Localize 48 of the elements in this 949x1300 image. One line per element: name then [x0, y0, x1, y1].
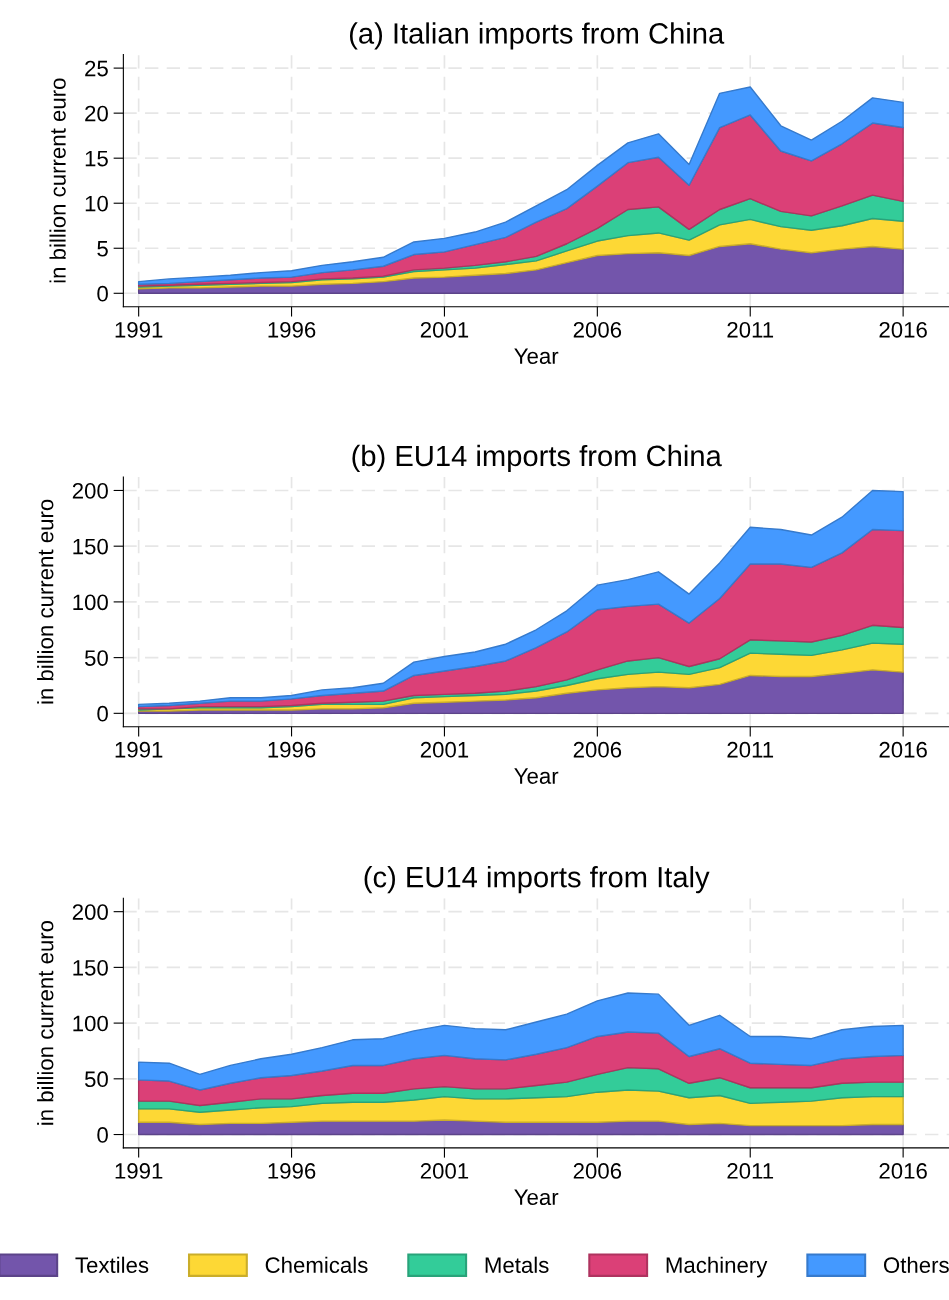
y-tick-label: 25 — [85, 60, 108, 77]
y-tick-label: 20 — [85, 105, 108, 122]
legend-label: Others — [883, 1256, 949, 1274]
x-axis-title: Year — [514, 768, 559, 784]
x-tick-label: 2001 — [420, 741, 469, 758]
x-tick-label: 2006 — [573, 321, 622, 338]
x-axis-title: Year — [514, 348, 559, 364]
y-tick-label: 0 — [97, 285, 108, 302]
x-tick-label: 1991 — [115, 1163, 163, 1179]
x-axis-title: Year — [514, 1189, 559, 1206]
y-tick-label: 200 — [72, 483, 108, 499]
x-tick-label: 2006 — [573, 1163, 622, 1179]
legend-label: Metals — [485, 1256, 549, 1274]
y-tick-label: 5 — [97, 241, 108, 257]
chart-title: (a) Italian imports from China — [349, 22, 725, 50]
x-tick-label: 1996 — [268, 321, 316, 338]
x-tick-label: 2016 — [879, 1163, 927, 1179]
y-tick-label: 200 — [72, 904, 108, 920]
legend-label: Textiles — [75, 1256, 149, 1274]
y-axis-title: in billion current euro — [49, 78, 66, 283]
y-tick-label: 15 — [85, 150, 108, 167]
y-tick-label: 100 — [73, 594, 108, 611]
x-tick-label: 1996 — [268, 741, 316, 758]
x-tick-label: 2006 — [573, 741, 622, 758]
legend-label: Chemicals — [265, 1256, 368, 1274]
chart-title: (c) EU14 imports from Italy — [364, 866, 710, 894]
y-tick-label: 0 — [97, 705, 108, 722]
x-tick-label: 1991 — [115, 741, 163, 758]
chart-title: (b) EU14 imports from China — [352, 444, 722, 473]
x-tick-label: 2016 — [879, 321, 927, 338]
y-tick-label: 150 — [73, 538, 108, 555]
legend-label: Machinery — [666, 1256, 768, 1278]
y-tick-label: 50 — [84, 1071, 108, 1088]
y-tick-label: 10 — [85, 195, 108, 212]
x-tick-label: 1996 — [268, 1163, 316, 1179]
x-tick-label: 2016 — [879, 741, 927, 758]
y-tick-label: 50 — [84, 650, 108, 666]
x-tick-label: 2011 — [727, 741, 774, 758]
x-tick-label: 2011 — [727, 1163, 774, 1179]
y-axis-title: in billion current euro — [37, 920, 54, 1125]
x-tick-label: 2001 — [420, 1163, 469, 1179]
y-tick-label: 0 — [97, 1127, 108, 1143]
y-axis-title: in billion current euro — [37, 499, 54, 704]
x-tick-label: 1991 — [115, 321, 163, 338]
x-tick-label: 2001 — [420, 321, 469, 338]
y-tick-label: 100 — [73, 1015, 108, 1032]
x-tick-label: 2011 — [727, 321, 774, 338]
y-tick-label: 150 — [73, 959, 108, 976]
